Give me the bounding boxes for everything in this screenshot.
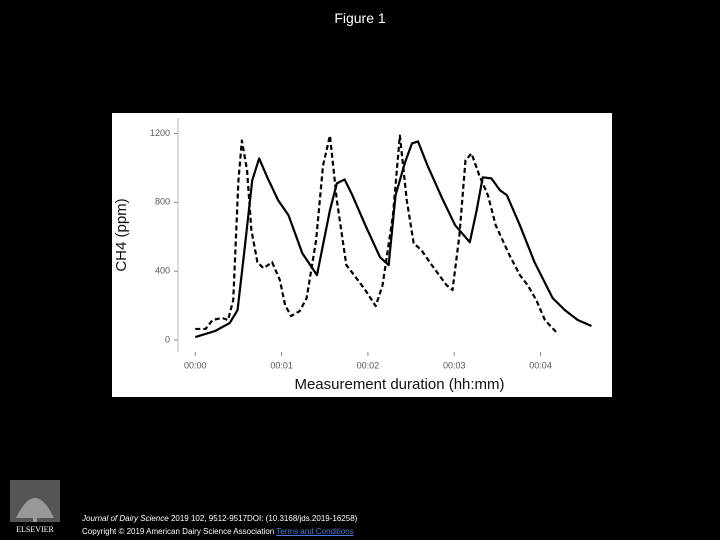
copyright-line: Copyright © 2019 American Dairy Science … (82, 525, 357, 538)
y-tick-label: 0 (165, 334, 170, 344)
copyright: Copyright © 2019 American Dairy Science … (82, 527, 277, 536)
x-tick-label: 00:04 (529, 360, 552, 370)
chart-background (112, 113, 612, 397)
footer: Journal of Dairy Science 2019 102, 9512-… (82, 512, 357, 538)
y-tick-label: 800 (155, 197, 170, 207)
y-tick-label: 400 (155, 266, 170, 276)
publisher-logo: ELSEVIER (10, 480, 60, 534)
y-tick-label: 1200 (150, 128, 170, 138)
x-axis-label: Measurement duration (hh:mm) (294, 376, 504, 393)
x-tick-label: 00:00 (184, 360, 207, 370)
terms-link[interactable]: Terms and Conditions (276, 527, 354, 536)
journal-name: Journal of Dairy Science (82, 514, 169, 523)
logo-text: ELSEVIER (16, 525, 54, 534)
chart: 0 400 800 1200 00:00 00:01 00:02 00:03 00:04 Meas… (112, 113, 612, 397)
y-axis-label: CH4 (ppm) (113, 198, 130, 271)
logo-tree-shape (16, 498, 54, 522)
data-line (195, 134, 557, 333)
citation: 2019 102, 9512-9517DOI: (10.3168/jds.201… (168, 514, 358, 523)
citation-line: Journal of Dairy Science 2019 102, 9512-… (82, 512, 357, 525)
x-tick-label: 00:01 (270, 360, 293, 370)
slide-title: Figure 1 (334, 10, 386, 26)
x-tick-label: 00:03 (443, 360, 466, 370)
x-tick-label: 00:02 (357, 360, 380, 370)
